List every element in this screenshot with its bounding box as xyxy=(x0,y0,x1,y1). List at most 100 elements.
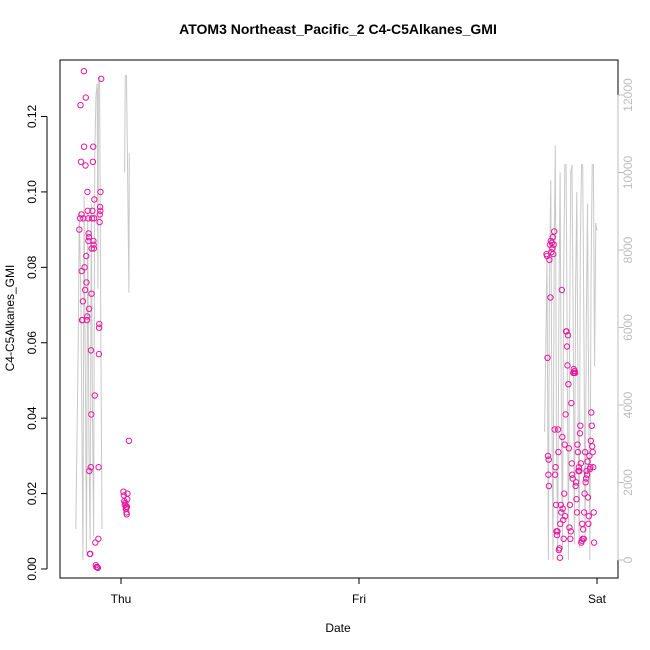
scatter-point xyxy=(83,252,90,260)
chart-title: ATOM3 Northeast_Pacific_2 C4-C5Alkanes_G… xyxy=(179,21,497,37)
scatter-point xyxy=(559,433,566,441)
scatter-point xyxy=(558,509,565,516)
right-axis-tick-label: 8000 xyxy=(621,236,635,263)
scatter-point xyxy=(585,520,592,527)
scatter-point xyxy=(550,250,557,258)
scatter-point xyxy=(587,464,594,471)
scatter-point xyxy=(587,437,594,444)
scatter-point xyxy=(564,362,571,369)
left-axis-tick-label: 0.04 xyxy=(25,406,39,430)
scatter-point xyxy=(81,286,89,294)
scatter-point xyxy=(545,471,552,478)
scatter-point xyxy=(572,482,579,490)
scatter-point xyxy=(92,539,99,546)
scatter-point xyxy=(582,475,590,482)
scatter-point xyxy=(89,207,96,215)
scatter-point xyxy=(95,464,102,471)
scatter-point xyxy=(94,563,101,571)
scatter-point xyxy=(97,207,104,215)
scatter-point xyxy=(589,448,596,456)
scatter-point xyxy=(551,471,559,478)
scatter-point xyxy=(556,545,563,552)
left-axis-tick-label: 0.10 xyxy=(25,180,39,204)
scatter-point xyxy=(124,490,131,497)
scatter-point xyxy=(568,399,575,407)
scatter-point xyxy=(590,464,597,471)
scatter-point xyxy=(120,488,127,495)
scatter-point xyxy=(569,475,576,482)
scatter-point xyxy=(544,354,551,361)
scatter-point xyxy=(91,392,99,399)
scatter-point xyxy=(564,332,572,339)
scatter-point xyxy=(586,452,593,460)
scatter-point xyxy=(563,328,570,335)
scatter-point xyxy=(125,437,133,444)
left-axis-tick-label: 0.06 xyxy=(25,331,39,355)
scatter-point xyxy=(566,501,574,509)
scatter-point xyxy=(584,458,591,465)
scatter-point xyxy=(87,464,95,471)
scatter-point xyxy=(85,230,92,237)
scatter-point xyxy=(88,290,95,297)
scatter-point xyxy=(82,94,90,101)
scatter-point xyxy=(580,535,587,542)
scatter-point xyxy=(85,305,93,312)
scatter-point xyxy=(96,211,104,218)
scatter-point xyxy=(548,249,555,256)
scatter-point xyxy=(89,158,97,166)
scatter-point xyxy=(573,496,580,503)
x-axis-label: Date xyxy=(325,621,351,635)
scatter-point xyxy=(90,215,98,222)
scatter-point xyxy=(574,448,582,456)
scatter-point xyxy=(85,234,93,241)
line-series xyxy=(75,75,598,561)
scatter-point xyxy=(77,102,84,109)
scatter-point xyxy=(582,479,589,486)
scatter-point xyxy=(83,279,90,286)
scatter-point xyxy=(79,298,87,305)
scatter-point xyxy=(580,509,588,516)
right-axis-tick-label: 0 xyxy=(621,556,635,563)
scatter-point xyxy=(549,234,556,241)
scatter-point xyxy=(80,68,88,75)
scatter-point xyxy=(557,501,564,509)
scatter-point xyxy=(588,409,595,416)
scatter-point xyxy=(91,196,98,203)
bottom-axis-tick-label: Fri xyxy=(352,592,366,606)
line-series-path xyxy=(75,75,598,561)
bottom-axis-tick-label: Thu xyxy=(111,592,132,606)
scatter-point xyxy=(552,464,559,471)
scatter-point xyxy=(561,441,568,448)
scatter-point xyxy=(554,528,561,535)
scatter-point xyxy=(579,520,586,527)
scatter-point xyxy=(98,75,105,83)
scatter-point xyxy=(84,207,91,215)
scatter-point xyxy=(551,228,558,235)
scatter-point xyxy=(581,490,588,497)
scatter-point xyxy=(565,445,573,452)
scatter-point xyxy=(95,535,102,542)
scatter-point xyxy=(562,411,569,418)
scatter-point xyxy=(90,241,97,248)
scatter-point xyxy=(77,158,85,166)
scatter-point xyxy=(550,241,557,248)
left-axis-tick-label: 0.02 xyxy=(25,482,39,506)
scatter-point xyxy=(583,471,591,478)
scatter-point xyxy=(87,347,95,354)
scatter-point xyxy=(80,143,88,150)
right-axis-tick-label: 2000 xyxy=(621,469,635,496)
left-axis: 0.00 0.02 0.04 0.06 0.08 0.10 0.12 xyxy=(25,104,48,581)
right-axis-tick-label: 6000 xyxy=(621,314,635,341)
scatter-point xyxy=(545,456,552,463)
scatter-point xyxy=(559,505,566,512)
scatter-point xyxy=(123,503,131,510)
scatter-point xyxy=(544,452,552,460)
scatter-point xyxy=(558,286,565,294)
scatter-point xyxy=(574,441,581,448)
scatter-point xyxy=(555,448,562,456)
scatter-point xyxy=(569,471,576,478)
scatter-point xyxy=(552,501,560,509)
scatter-point xyxy=(588,422,595,429)
plot-area xyxy=(59,59,619,579)
scatter-point xyxy=(90,245,98,252)
